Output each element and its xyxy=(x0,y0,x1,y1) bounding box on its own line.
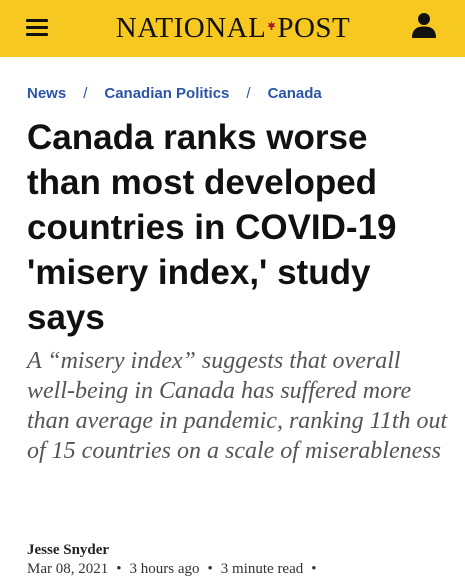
site-logo[interactable]: NATIONAL POST xyxy=(115,8,351,48)
breadcrumb-separator: / xyxy=(246,84,251,102)
article-meta: Mar 08, 2021 • 3 hours ago • 3 minute read • xyxy=(27,561,325,578)
meta-separator: • xyxy=(311,561,317,577)
breadcrumb-separator: / xyxy=(83,84,88,102)
breadcrumb-link-canadian-politics[interactable]: Canadian Politics xyxy=(104,84,230,102)
publish-date: Mar 08, 2021 xyxy=(27,561,109,577)
logo-text-right: POST xyxy=(277,11,351,44)
menu-bar xyxy=(26,33,48,36)
user-icon[interactable] xyxy=(410,11,438,39)
meta-separator: • xyxy=(207,561,213,577)
logo-text-left: NATIONAL xyxy=(115,11,267,44)
meta-separator: • xyxy=(116,561,122,577)
hamburger-menu-icon[interactable] xyxy=(26,19,48,37)
menu-bar xyxy=(26,19,48,22)
breadcrumb: News / Canadian Politics / Canada xyxy=(27,83,322,103)
site-header: NATIONAL POST xyxy=(0,0,465,57)
article-dek: A “misery index” suggests that overall w… xyxy=(27,348,448,464)
breadcrumb-link-news[interactable]: News xyxy=(27,84,67,102)
read-time: 3 minute read xyxy=(220,561,304,577)
author-name[interactable]: Jesse Snyder xyxy=(27,542,110,558)
maple-leaf-icon xyxy=(267,20,276,30)
time-ago: 3 hours ago xyxy=(129,561,200,577)
breadcrumb-link-canada[interactable]: Canada xyxy=(267,84,322,102)
menu-bar xyxy=(26,26,48,29)
article-headline: Canada ranks worse than most developed c… xyxy=(27,118,397,337)
